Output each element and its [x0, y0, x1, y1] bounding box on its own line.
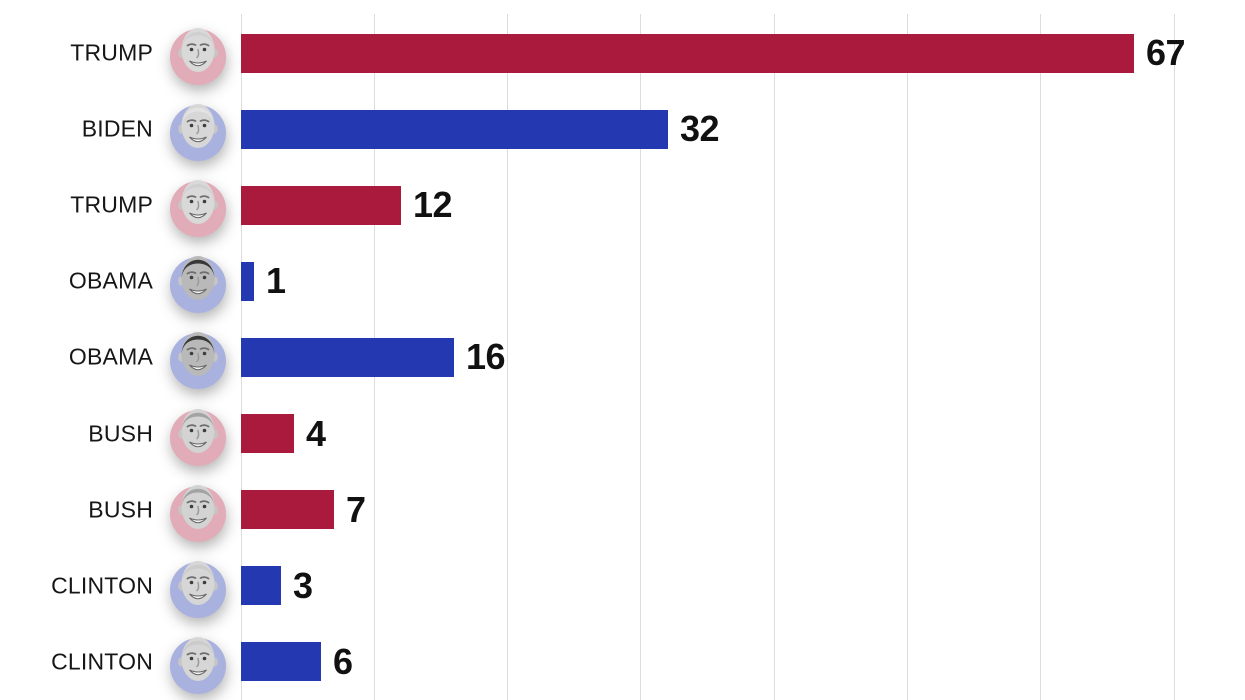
chart-row: BUSH 4: [0, 395, 1245, 471]
chart-row: TRUMP 67: [0, 15, 1245, 91]
bush-face-icon: [170, 408, 226, 466]
president-avatar: [166, 476, 230, 544]
obama-face-icon: [170, 256, 226, 314]
president-avatar: [166, 171, 230, 239]
trump-face-icon: [170, 28, 226, 86]
vertical-gridline: [507, 14, 509, 700]
bar: [241, 33, 1134, 73]
bar-area: 67: [241, 15, 1245, 91]
vertical-gridline: [1173, 14, 1175, 700]
chart-row: TRUMP 12: [0, 167, 1245, 243]
chart-row: CLINTON 3: [0, 548, 1245, 624]
trump-face-icon: [170, 180, 226, 238]
president-label: TRUMP: [70, 39, 153, 66]
president-label: BUSH: [88, 496, 153, 523]
bar-value-label: 3: [293, 564, 313, 606]
bar: [241, 337, 454, 377]
president-label: BIDEN: [81, 115, 153, 142]
president-label: BUSH: [88, 420, 153, 447]
bar: [241, 642, 321, 682]
vertical-gridline: [640, 14, 642, 700]
bar-area: 4: [241, 395, 1245, 471]
bar-value-label: 6: [333, 640, 353, 682]
clinton-face-icon: [170, 560, 226, 618]
bar: [241, 185, 401, 225]
bar-area: 3: [241, 548, 1245, 624]
chart-row: CLINTON 6: [0, 624, 1245, 700]
president-label: OBAMA: [68, 343, 153, 370]
president-avatar: [166, 628, 230, 696]
chart-row: OBAMA 1: [0, 243, 1245, 319]
bar-value-label: 12: [413, 184, 453, 226]
president-label: CLINTON: [51, 572, 153, 599]
bar-value-label: 7: [346, 488, 366, 530]
bar-value-label: 1: [266, 260, 286, 302]
obama-face-icon: [170, 332, 226, 390]
biden-face-icon: [170, 104, 226, 162]
bar-area: 12: [241, 167, 1245, 243]
bar-area: 16: [241, 319, 1245, 395]
bar: [241, 261, 254, 301]
bar: [241, 109, 668, 149]
bar-value-label: 32: [680, 108, 720, 150]
president-avatar: [166, 552, 230, 620]
chart-row: BIDEN 32: [0, 91, 1245, 167]
bar: [241, 490, 334, 530]
chart-rows: TRUMP 67 BIDEN: [0, 15, 1245, 700]
vertical-gridline: [907, 14, 909, 700]
president-avatar: [166, 323, 230, 391]
bar-area: 1: [241, 243, 1245, 319]
bar-area: 7: [241, 472, 1245, 548]
vertical-gridline: [773, 14, 775, 700]
bar-area: 32: [241, 91, 1245, 167]
bar-value-label: 4: [306, 412, 326, 454]
president-avatar: [166, 19, 230, 87]
bar-value-label: 67: [1146, 32, 1186, 74]
vertical-gridline: [1040, 14, 1042, 700]
bush-face-icon: [170, 484, 226, 542]
bar-value-label: 16: [466, 336, 506, 378]
president-avatar: [166, 400, 230, 468]
chart-row: OBAMA 16: [0, 319, 1245, 395]
clinton-face-icon: [170, 636, 226, 694]
chart-row: BUSH 7: [0, 472, 1245, 548]
bar-area: 6: [241, 624, 1245, 700]
president-label: OBAMA: [68, 267, 153, 294]
president-label: TRUMP: [70, 191, 153, 218]
president-label: CLINTON: [51, 648, 153, 675]
president-avatar: [166, 247, 230, 315]
bar: [241, 566, 281, 606]
bar: [241, 414, 294, 454]
president-avatar: [166, 95, 230, 163]
